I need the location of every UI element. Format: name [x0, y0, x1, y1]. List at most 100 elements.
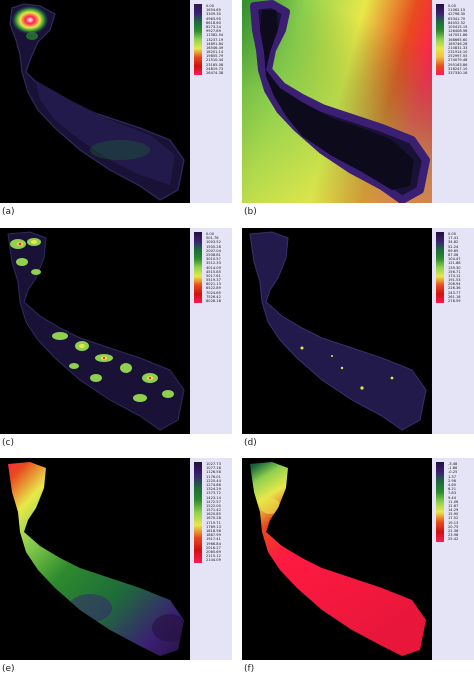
legend-f-tick: 20.75 [448, 524, 459, 529]
map-f-interpolation [242, 458, 432, 660]
legend-c-tick: 2007.04 [206, 248, 221, 253]
legend-a-tick: 1654.65 [206, 8, 221, 13]
legend-f-tick: 12.67 [448, 503, 459, 508]
legend-e-tick: 1472.57 [206, 499, 221, 504]
panel-f: -3.48 -1.86 -0.25 1.37 2.98 4.60 6.21 7.83 9.44 1… [242, 458, 474, 660]
legend-a-tick: 16546.49 [206, 45, 224, 50]
legend-d-tick: 156.71 [448, 269, 461, 274]
legend-c-tick: 7024.65 [206, 290, 221, 295]
legend-d-tick: 87.06 [448, 252, 459, 257]
legend-f-tick: 1.37 [448, 474, 457, 479]
legend-c-tick: 5017.61 [206, 273, 221, 278]
legend-e-tick: 1917.41 [206, 537, 221, 542]
legend-b-tick: 210831.33 [448, 45, 468, 50]
legend-f-tick: 15.90 [448, 512, 459, 517]
legend-b-tick: 274079.48 [448, 58, 468, 63]
legend-b-tick: 126408.98 [448, 29, 468, 34]
legend-e-tick: 1522.00 [206, 503, 221, 508]
legend-c-tick: 0.00 [206, 232, 215, 236]
caption-b: (b) [244, 207, 257, 217]
legend-e-tick: 1867.99 [206, 533, 221, 538]
region-texture [35, 80, 175, 185]
legend-d-tick: 17.41 [448, 236, 459, 241]
legend-e-tick: 1176.01 [206, 474, 221, 479]
legend-d-tick: 191.53 [448, 278, 461, 283]
legend-b-bar [436, 4, 444, 76]
legend-c-labels: 0.00 501.76 1003.52 1505.28 2007.04 2508.81 30… [206, 232, 221, 303]
legend-d-tick: 52.24 [448, 244, 459, 249]
legend-c-bar [194, 232, 202, 304]
legend-c-tick: 2508.81 [206, 252, 221, 257]
legend-b-tick: 63341.70 [448, 16, 466, 21]
legend-f-tick: -1.86 [448, 466, 458, 471]
legend-c-tick: 3010.57 [206, 257, 221, 262]
legend-a-tick: 21510.44 [206, 58, 224, 63]
legend-e-tick: 2065.69 [206, 549, 221, 554]
density-points [300, 346, 394, 390]
legend-c-tick: 6522.89 [206, 286, 221, 291]
legend-b-tick: 316247.10 [448, 66, 468, 71]
legend-c-tick: 7526.42 [206, 294, 221, 299]
legend-b-tick: 168665.60 [448, 37, 468, 42]
panel-b: 0.00 21062.15 42796.30 63341.70 84052.52 1054… [242, 0, 474, 203]
density-patches-red [18, 242, 152, 380]
legend-f-tick: 4.60 [448, 482, 457, 487]
lowland-density [90, 140, 150, 160]
map-d-density [242, 228, 432, 434]
map-e-interpolation [0, 458, 190, 660]
legend-d-tick: 104.47 [448, 257, 461, 262]
legend-f-tick: -3.48 [448, 462, 458, 466]
panel-c: 0.00 501.76 1003.52 1505.28 2007.04 2508.81 30… [0, 228, 232, 434]
legend-e-tick: 2115.12 [206, 554, 221, 559]
legend-f-tick: 22.36 [448, 529, 459, 533]
legend-e-tick: 1818.56 [206, 529, 221, 533]
legend-f-tick: 19.13 [448, 520, 459, 525]
legend-f-tick: 14.29 [448, 508, 459, 513]
legend-a-tick: 24819.73 [206, 66, 224, 71]
interpolated-surface [8, 462, 184, 656]
region-outline [7, 231, 185, 431]
legend-d-tick: 69.65 [448, 248, 459, 253]
caption-c: (c) [2, 438, 14, 448]
legend-a-tick: 11582.54 [206, 33, 224, 38]
caption-d: (d) [244, 438, 257, 448]
legend-d-tick: 121.88 [448, 261, 461, 266]
caption-f: (f) [244, 664, 255, 674]
panel-e: 1027.73 1077.16 1126.58 1176.01 1225.44 1274.… [0, 458, 232, 660]
legend-b-tick: 0.00 [448, 4, 457, 8]
legend-e-bar [194, 462, 202, 563]
legend-c-tick: 6021.13 [206, 282, 221, 287]
legend-b-tick: 105415.15 [448, 24, 468, 29]
legend-d-tick: 139.30 [448, 265, 461, 270]
legend-a-tick: 0.00 [206, 4, 215, 8]
legend-e-tick: 1324.29 [206, 487, 221, 492]
legend-b-labels: 0.00 21062.15 42796.30 63341.70 84052.52 1054… [448, 4, 467, 75]
legend-f-tick: 23.98 [448, 533, 459, 538]
legend-b-tick: 42796.30 [448, 12, 466, 17]
legend-c-tick: 8028.18 [206, 299, 221, 303]
legend-c-tick: 1505.28 [206, 244, 221, 249]
legend-a-tick: 3309.30 [206, 12, 221, 17]
legend-d-tick: 243.77 [448, 290, 461, 295]
legend-e-tick: 1966.84 [206, 541, 221, 546]
legend-b-tick: 295163.86 [448, 62, 468, 67]
hotspot-secondary [26, 32, 38, 40]
map-b-distance [242, 0, 432, 203]
legend-d-bar [436, 232, 444, 304]
map-d-svg [249, 231, 427, 431]
legend-a-tick: 18201.14 [206, 50, 224, 55]
legend-e-tick: 1373.72 [206, 491, 221, 496]
legend-c-tick: 4515.85 [206, 269, 221, 274]
legend-e-tick: 1571.42 [206, 508, 221, 513]
legend-f-tick: 7.83 [448, 491, 457, 496]
legend-e-labels: 1027.73 1077.16 1126.58 1176.01 1225.44 1274.… [206, 462, 221, 563]
map-b-svg [242, 0, 432, 203]
legend-e-tick: 1769.13 [206, 524, 221, 529]
legend-b-tick: 231914.10 [448, 50, 468, 55]
legend-c-tick: 501.76 [206, 236, 219, 241]
legend-a-tick: 13237.19 [206, 37, 224, 42]
interpolated-surface [250, 462, 426, 656]
legend-e-tick: 1719.71 [206, 520, 221, 525]
legend-b-tick: 21062.15 [448, 8, 466, 13]
map-c-svg [7, 231, 185, 431]
